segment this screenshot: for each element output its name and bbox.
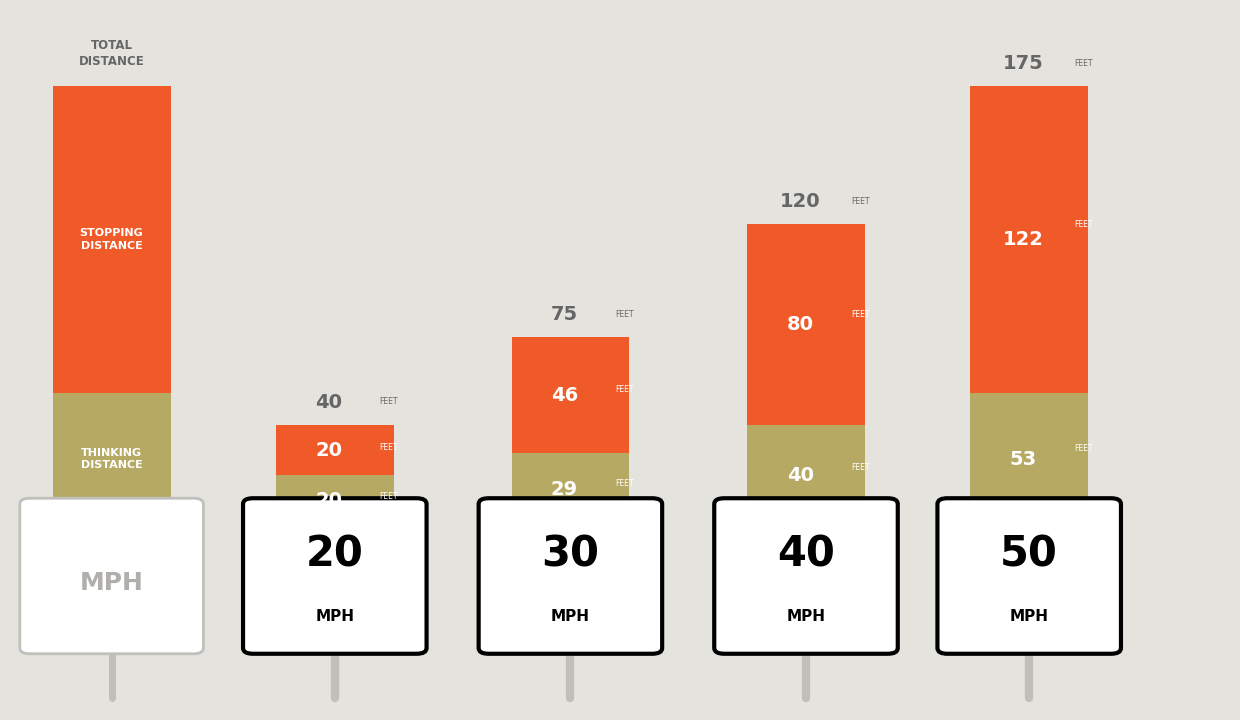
Bar xyxy=(512,338,630,453)
Text: STOPPING
DISTANCE: STOPPING DISTANCE xyxy=(79,228,144,251)
Text: FEET: FEET xyxy=(851,463,869,472)
Bar xyxy=(970,392,1089,526)
Text: FEET: FEET xyxy=(379,444,398,452)
FancyBboxPatch shape xyxy=(937,498,1121,654)
Text: FEET: FEET xyxy=(615,479,634,488)
Text: 40: 40 xyxy=(315,393,342,413)
Bar xyxy=(277,475,394,526)
Text: 120: 120 xyxy=(780,192,821,212)
Text: FEET: FEET xyxy=(1074,58,1092,68)
Text: 75: 75 xyxy=(551,305,578,325)
Text: 30: 30 xyxy=(542,534,599,575)
Text: FEET: FEET xyxy=(1074,220,1092,229)
Text: 122: 122 xyxy=(1003,230,1044,249)
Text: MPH: MPH xyxy=(551,609,590,624)
Text: MPH: MPH xyxy=(315,609,355,624)
Text: FEET: FEET xyxy=(851,197,869,206)
Text: MPH: MPH xyxy=(1009,609,1049,624)
Text: 40: 40 xyxy=(786,466,813,485)
Text: FEET: FEET xyxy=(851,310,869,319)
Text: 80: 80 xyxy=(786,315,813,334)
Text: 175: 175 xyxy=(1003,55,1044,73)
Text: FEET: FEET xyxy=(379,492,398,501)
Text: 29: 29 xyxy=(551,480,578,499)
Bar xyxy=(970,86,1089,392)
Text: 46: 46 xyxy=(551,386,578,405)
Bar xyxy=(52,86,171,392)
Text: THINKING
DISTANCE: THINKING DISTANCE xyxy=(81,448,143,470)
Text: FEET: FEET xyxy=(1074,444,1092,453)
Text: 40: 40 xyxy=(777,534,835,575)
Text: 20: 20 xyxy=(315,441,342,460)
FancyBboxPatch shape xyxy=(479,498,662,654)
Text: FEET: FEET xyxy=(379,397,398,407)
Bar xyxy=(512,453,630,526)
FancyBboxPatch shape xyxy=(20,498,203,654)
Text: TOTAL
DISTANCE: TOTAL DISTANCE xyxy=(78,40,145,68)
Bar xyxy=(746,426,866,526)
FancyBboxPatch shape xyxy=(243,498,427,654)
FancyBboxPatch shape xyxy=(714,498,898,654)
Bar xyxy=(277,426,394,475)
Text: 20: 20 xyxy=(315,491,342,510)
Text: FEET: FEET xyxy=(615,310,634,319)
Text: FEET: FEET xyxy=(615,384,634,394)
Text: MPH: MPH xyxy=(786,609,826,624)
Text: 20: 20 xyxy=(306,534,363,575)
Text: MPH: MPH xyxy=(79,571,144,595)
Bar xyxy=(746,225,866,426)
Text: 53: 53 xyxy=(1009,449,1037,469)
Bar xyxy=(52,392,171,526)
Text: 50: 50 xyxy=(1001,534,1058,575)
